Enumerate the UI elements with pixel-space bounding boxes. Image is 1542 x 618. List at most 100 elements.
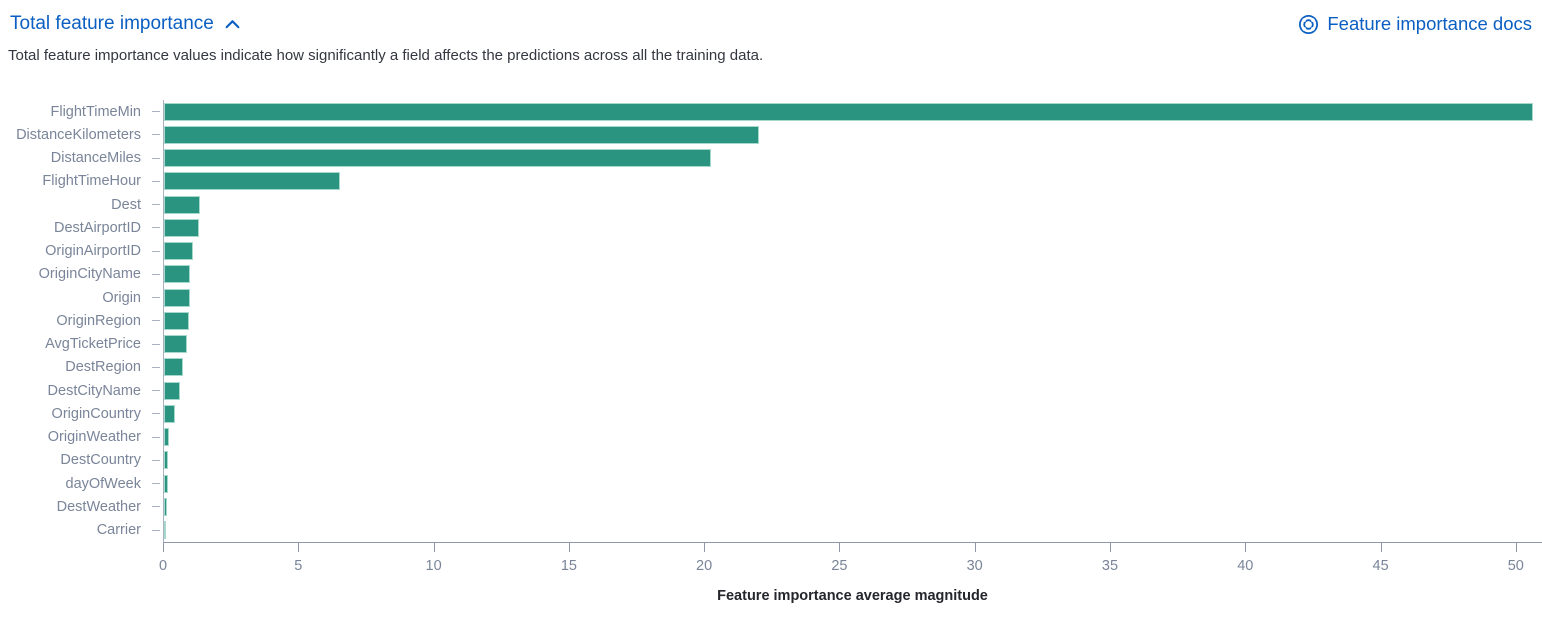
y-axis-tick <box>152 297 160 299</box>
y-axis-label-row: FlightTimeMin <box>0 100 163 123</box>
y-axis-label: DistanceKilometers <box>16 126 141 143</box>
feature-importance-docs-link[interactable]: Feature importance docs <box>1298 13 1532 35</box>
bar-row <box>164 309 1542 332</box>
y-axis-label-row: OriginCountry <box>0 402 163 425</box>
x-axis-tick-label: 30 <box>966 557 983 574</box>
bar-DistanceKilometers <box>164 125 760 144</box>
x-axis-tick <box>974 542 976 552</box>
x-axis-tick-label: 40 <box>1237 557 1254 574</box>
bar-DistanceMiles <box>164 149 711 168</box>
y-axis-label: Dest <box>111 196 141 213</box>
y-axis-tick <box>152 343 160 345</box>
bar-row <box>164 147 1542 170</box>
bar-row <box>164 472 1542 495</box>
y-axis-label: DestCountry <box>60 452 141 469</box>
y-axis-label: OriginWeather <box>47 429 141 446</box>
y-axis-label-row: DistanceKilometers <box>0 123 163 146</box>
bar-row <box>164 356 1542 379</box>
y-axis-tick <box>152 529 160 531</box>
plot-area <box>163 100 1542 542</box>
x-axis-tick <box>433 542 435 552</box>
bar-row <box>164 449 1542 472</box>
x-axis-tick-label: 0 <box>158 557 168 574</box>
x-axis-tick <box>1380 542 1382 552</box>
y-axis-tick <box>152 459 160 461</box>
x-axis-tick-label: 50 <box>1507 557 1524 574</box>
y-axis-label-row: OriginCityName <box>0 263 163 286</box>
bar-row <box>164 379 1542 402</box>
y-axis-labels: FlightTimeMin DistanceKilometers DistanceM… <box>0 100 163 542</box>
bar-row <box>164 519 1542 542</box>
x-axis-tick-label: 5 <box>294 557 303 574</box>
y-axis-label: OriginCityName <box>38 266 141 283</box>
y-axis-tick <box>152 157 160 159</box>
y-axis-label: FlightTimeMin <box>50 103 141 120</box>
y-axis-label-row: AvgTicketPrice <box>0 333 163 356</box>
y-axis-label-row: Carrier <box>0 519 163 542</box>
y-axis-label-row: DistanceMiles <box>0 147 163 170</box>
bar-OriginCountry <box>164 404 176 423</box>
x-axis-tick <box>298 542 300 552</box>
y-axis-label: OriginRegion <box>56 312 141 329</box>
y-axis-label: OriginAirportID <box>45 243 141 260</box>
bar-OriginRegion <box>164 311 189 330</box>
y-axis-label-row: DestAirportID <box>0 216 163 239</box>
y-axis-label-row: Dest <box>0 193 163 216</box>
y-axis-label: DestAirportID <box>53 219 141 236</box>
y-axis-label-row: dayOfWeek <box>0 472 163 495</box>
y-axis-label: AvgTicketPrice <box>45 336 141 353</box>
bar-OriginWeather <box>164 428 169 447</box>
feature-importance-chart: FlightTimeMin DistanceKilometers DistanceM… <box>0 100 1542 615</box>
bar-row <box>164 263 1542 286</box>
y-axis-tick <box>152 273 160 275</box>
bar-row <box>164 402 1542 425</box>
x-axis-tick <box>1245 542 1247 552</box>
y-axis-label: Carrier <box>96 522 141 539</box>
docs-link-label: Feature importance docs <box>1327 13 1532 34</box>
x-axis-tick <box>568 542 570 552</box>
bar-OriginCityName <box>164 265 191 284</box>
bar-row <box>164 495 1542 518</box>
section-title: Total feature importance <box>10 13 214 34</box>
bar-row <box>164 123 1542 146</box>
bar-OriginAirportID <box>164 242 193 261</box>
bar-row <box>164 100 1542 123</box>
y-axis-tick <box>152 111 160 113</box>
y-axis-label-row: OriginRegion <box>0 309 163 332</box>
bar-dayOfWeek <box>164 474 169 493</box>
bar-DestAirportID <box>164 218 200 237</box>
y-axis-tick <box>152 483 160 485</box>
x-axis-title: Feature importance average magnitude <box>717 587 988 604</box>
bar-Origin <box>164 288 190 307</box>
y-axis-tick <box>152 204 160 206</box>
x-axis-tick-label: 15 <box>560 557 577 574</box>
bar-row <box>164 216 1542 239</box>
x-axis-tick <box>839 542 841 552</box>
x-axis-tick <box>1110 542 1111 552</box>
y-axis-tick <box>152 413 160 415</box>
section-description: Total feature importance values indicate… <box>8 47 764 64</box>
y-axis-tick <box>152 366 160 368</box>
y-axis-tick <box>152 506 160 508</box>
y-axis-label-row: OriginWeather <box>0 426 163 449</box>
bar-AvgTicketPrice <box>164 335 187 354</box>
x-axis-tick <box>163 542 164 552</box>
bar-FlightTimeMin <box>164 102 1534 121</box>
y-axis-label-row: OriginAirportID <box>0 240 163 263</box>
bar-Carrier <box>164 521 166 540</box>
y-axis-label-row: DestCityName <box>0 379 163 402</box>
y-axis-label-row: DestRegion <box>0 356 163 379</box>
bar-FlightTimeHour <box>164 172 340 191</box>
y-axis-label: DestWeather <box>56 498 141 515</box>
y-axis-label: OriginCountry <box>51 405 141 422</box>
x-axis-tick-label: 35 <box>1101 557 1119 574</box>
bar-DestCountry <box>164 451 169 470</box>
x-axis-tick-label: 20 <box>696 557 713 574</box>
bar-DestCityName <box>164 381 180 400</box>
bar-row <box>164 240 1542 263</box>
x-axis-tick <box>1515 542 1517 552</box>
y-axis-label: Origin <box>102 289 141 306</box>
y-axis-tick <box>152 180 160 182</box>
total-feature-importance-toggle[interactable]: Total feature importance <box>10 13 241 35</box>
